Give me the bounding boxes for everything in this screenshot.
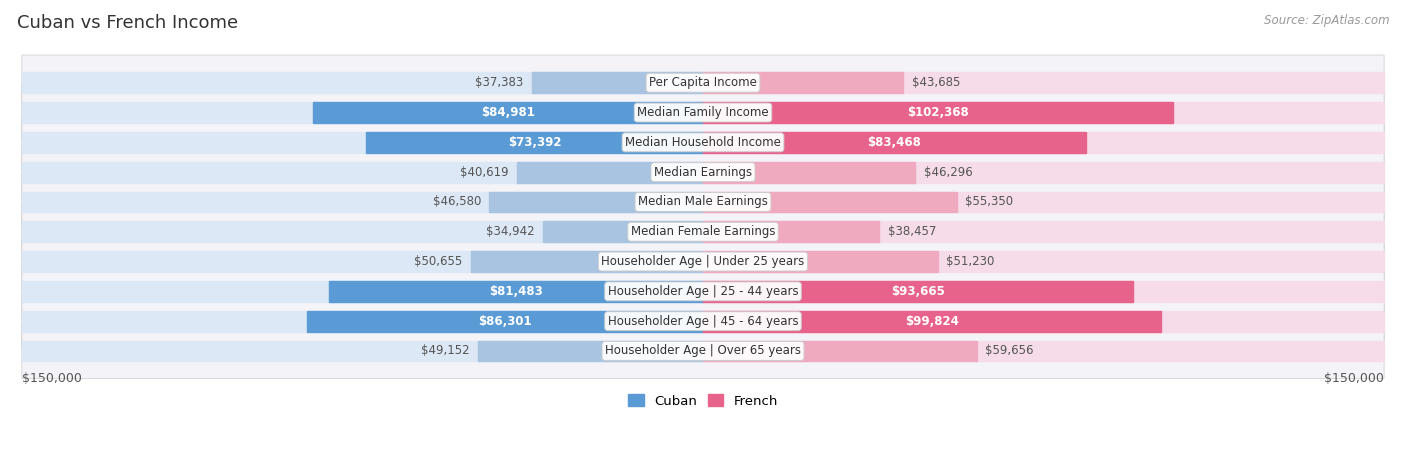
- Text: Householder Age | Under 25 years: Householder Age | Under 25 years: [602, 255, 804, 268]
- Bar: [703, 340, 1384, 361]
- Text: $50,655: $50,655: [415, 255, 463, 268]
- Bar: [307, 311, 703, 332]
- Bar: [703, 102, 1173, 123]
- Bar: [543, 221, 703, 242]
- Bar: [703, 162, 915, 183]
- Bar: [703, 72, 904, 93]
- Text: $43,685: $43,685: [911, 76, 960, 89]
- Bar: [314, 102, 703, 123]
- FancyBboxPatch shape: [22, 293, 1384, 349]
- Text: $49,152: $49,152: [420, 345, 470, 357]
- Bar: [703, 132, 1384, 153]
- Bar: [489, 191, 703, 212]
- Bar: [22, 251, 703, 272]
- Legend: Cuban, French: Cuban, French: [623, 389, 783, 413]
- Bar: [478, 340, 703, 361]
- Text: $55,350: $55,350: [965, 195, 1014, 208]
- Text: $150,000: $150,000: [1324, 372, 1384, 385]
- FancyBboxPatch shape: [22, 264, 1384, 319]
- Text: $73,392: $73,392: [508, 136, 561, 149]
- Text: Householder Age | Over 65 years: Householder Age | Over 65 years: [605, 345, 801, 357]
- Text: $46,296: $46,296: [924, 166, 973, 179]
- FancyBboxPatch shape: [22, 204, 1384, 260]
- Bar: [22, 311, 703, 332]
- Bar: [703, 281, 1384, 302]
- Bar: [703, 191, 957, 212]
- FancyBboxPatch shape: [22, 85, 1384, 140]
- Text: $84,981: $84,981: [481, 106, 536, 119]
- Bar: [22, 132, 703, 153]
- Bar: [22, 281, 703, 302]
- Bar: [703, 311, 1384, 332]
- Text: Householder Age | 25 - 44 years: Householder Age | 25 - 44 years: [607, 285, 799, 298]
- Text: $40,619: $40,619: [460, 166, 509, 179]
- Bar: [22, 72, 703, 93]
- Bar: [703, 72, 1384, 93]
- FancyBboxPatch shape: [22, 114, 1384, 170]
- Bar: [703, 162, 1384, 183]
- Bar: [367, 132, 703, 153]
- Bar: [703, 221, 1384, 242]
- Text: Median Family Income: Median Family Income: [637, 106, 769, 119]
- Text: Cuban vs French Income: Cuban vs French Income: [17, 14, 238, 32]
- Bar: [703, 132, 1085, 153]
- Text: Per Capita Income: Per Capita Income: [650, 76, 756, 89]
- Text: $37,383: $37,383: [475, 76, 523, 89]
- Text: $59,656: $59,656: [984, 345, 1033, 357]
- Text: $102,368: $102,368: [907, 106, 969, 119]
- Text: $81,483: $81,483: [489, 285, 543, 298]
- Bar: [703, 281, 1133, 302]
- Text: Median Female Earnings: Median Female Earnings: [631, 225, 775, 238]
- FancyBboxPatch shape: [22, 234, 1384, 289]
- Bar: [703, 251, 1384, 272]
- Text: Median Household Income: Median Household Income: [626, 136, 780, 149]
- Bar: [22, 162, 703, 183]
- FancyBboxPatch shape: [22, 323, 1384, 379]
- Text: Median Earnings: Median Earnings: [654, 166, 752, 179]
- Bar: [22, 191, 703, 212]
- Text: Source: ZipAtlas.com: Source: ZipAtlas.com: [1264, 14, 1389, 27]
- Bar: [329, 281, 703, 302]
- Text: $38,457: $38,457: [887, 225, 936, 238]
- Text: $83,468: $83,468: [868, 136, 921, 149]
- Text: $150,000: $150,000: [22, 372, 82, 385]
- Text: $86,301: $86,301: [478, 315, 531, 328]
- Text: Median Male Earnings: Median Male Earnings: [638, 195, 768, 208]
- Bar: [703, 340, 977, 361]
- Text: Householder Age | 45 - 64 years: Householder Age | 45 - 64 years: [607, 315, 799, 328]
- Bar: [471, 251, 703, 272]
- Text: $99,824: $99,824: [905, 315, 959, 328]
- Bar: [516, 162, 703, 183]
- FancyBboxPatch shape: [22, 55, 1384, 110]
- Bar: [22, 340, 703, 361]
- Bar: [703, 191, 1384, 212]
- Text: $46,580: $46,580: [433, 195, 481, 208]
- Bar: [703, 102, 1384, 123]
- Bar: [703, 251, 938, 272]
- Bar: [703, 311, 1161, 332]
- Bar: [703, 221, 879, 242]
- FancyBboxPatch shape: [22, 144, 1384, 200]
- Text: $51,230: $51,230: [946, 255, 994, 268]
- Bar: [22, 221, 703, 242]
- Text: $34,942: $34,942: [486, 225, 534, 238]
- FancyBboxPatch shape: [22, 174, 1384, 230]
- Bar: [22, 102, 703, 123]
- Text: $93,665: $93,665: [891, 285, 945, 298]
- Bar: [531, 72, 703, 93]
